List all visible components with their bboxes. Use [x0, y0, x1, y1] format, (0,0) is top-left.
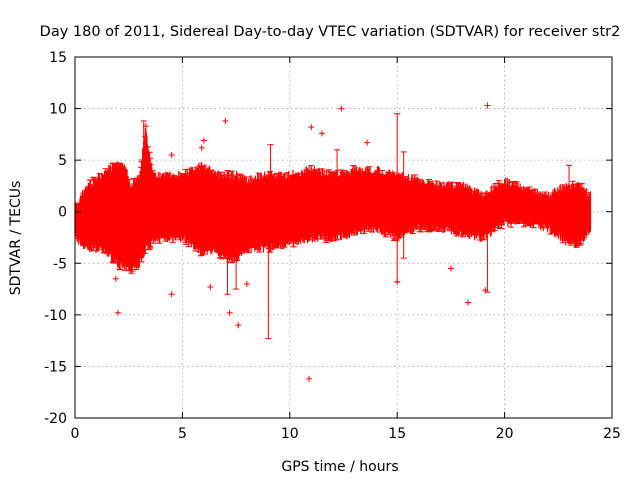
x-tick-label: 5 [178, 426, 187, 442]
y-tick-label: -10 [44, 308, 67, 324]
outlier-point [319, 130, 326, 137]
x-tick-label: 15 [388, 426, 406, 442]
x-tick-label: 25 [603, 426, 621, 442]
x-axis-label: GPS time / hours [281, 459, 398, 475]
y-tick-label: 10 [49, 102, 67, 118]
outlier-point [308, 124, 315, 131]
outlier-point [235, 322, 242, 329]
outlier-point [364, 139, 371, 146]
outlier-point [112, 275, 119, 282]
y-tick-label: -20 [44, 411, 67, 427]
outlier-point [226, 309, 233, 316]
y-axis-label: SDTVAR / TECUs [8, 181, 24, 296]
plot-border [74, 56, 613, 419]
outlier-point [168, 291, 175, 298]
outlier-point [465, 299, 472, 306]
chart-title: Day 180 of 2011, Sidereal Day-to-day VTE… [40, 24, 621, 40]
outlier-point [306, 375, 313, 382]
outlier-point [484, 102, 491, 109]
y-tick-label: 0 [58, 205, 67, 221]
axis-ticks: 0 5 10 15 20 25 -20 -15 -10 -5 0 5 10 15 [44, 50, 621, 442]
outlier-point [198, 144, 205, 151]
x-tick-label: 20 [496, 426, 514, 442]
outlier-point [207, 284, 214, 291]
y-tick-label: -15 [44, 359, 67, 375]
x-tick-label: 0 [71, 426, 80, 442]
outlier-point [243, 280, 250, 287]
outlier-point [222, 117, 229, 124]
y-tick-label: 5 [58, 153, 67, 169]
x-tick-label: 10 [281, 426, 299, 442]
outlier-point [142, 123, 149, 130]
outlier-point [447, 265, 454, 272]
plot-frame [74, 56, 613, 419]
y-tick-label: -5 [53, 256, 67, 272]
y-tick-label: 15 [49, 50, 67, 66]
outlier-point [114, 309, 121, 316]
outlier-point [482, 287, 489, 294]
outlier-point [338, 105, 345, 112]
outlier-point [394, 278, 401, 285]
outlier-point [200, 137, 207, 144]
outlier-point [168, 151, 175, 158]
data-series [74, 102, 592, 382]
